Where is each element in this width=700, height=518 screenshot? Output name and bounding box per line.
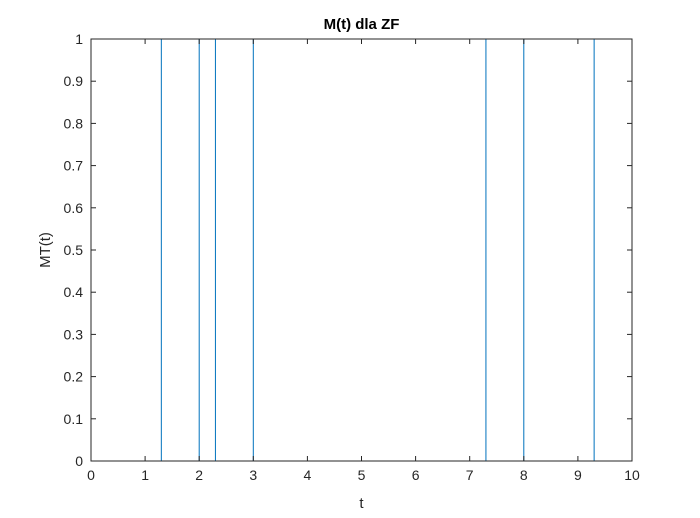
y-tick-label: 0.5 (64, 242, 84, 258)
chart-title: M(t) dla ZF (324, 16, 400, 33)
x-tick-label: 6 (412, 467, 420, 483)
y-tick-label: 0.7 (64, 158, 84, 174)
axes-box (90, 38, 633, 462)
y-tick-label: 1 (75, 31, 83, 47)
y-tick-label: 0.1 (64, 411, 84, 427)
y-tick-label: 0.8 (64, 115, 84, 131)
x-tick-label: 0 (87, 467, 95, 483)
x-tick-label: 10 (624, 467, 640, 483)
y-tick-label: 0.9 (64, 73, 84, 89)
x-tick-label: 4 (304, 467, 312, 483)
labels-layer: 0 1 2 3 4 5 6 7 8 9 10 0 0.1 0.2 0.3 0.4 0.5 0.6 0.7 0.8 0.9… (64, 31, 640, 483)
x-tick-label: 7 (466, 467, 474, 483)
plot-background (91, 39, 632, 461)
y-axis-label: MT(t) (37, 232, 54, 268)
y-tick-label: 0.4 (64, 284, 84, 300)
y-tick-label: 0 (75, 453, 83, 469)
x-tick-label: 3 (249, 467, 257, 483)
x-tick-label: 5 (358, 467, 366, 483)
y-tick-label: 0.3 (64, 326, 84, 342)
x-tick-label: 1 (141, 467, 149, 483)
x-tick-label: 8 (520, 467, 528, 483)
x-tick-label: 2 (195, 467, 203, 483)
x-tick-label: 9 (574, 467, 582, 483)
y-tick-label: 0.2 (64, 369, 84, 385)
x-axis-label: t (359, 495, 364, 512)
y-tick-label: 0.6 (64, 200, 84, 216)
